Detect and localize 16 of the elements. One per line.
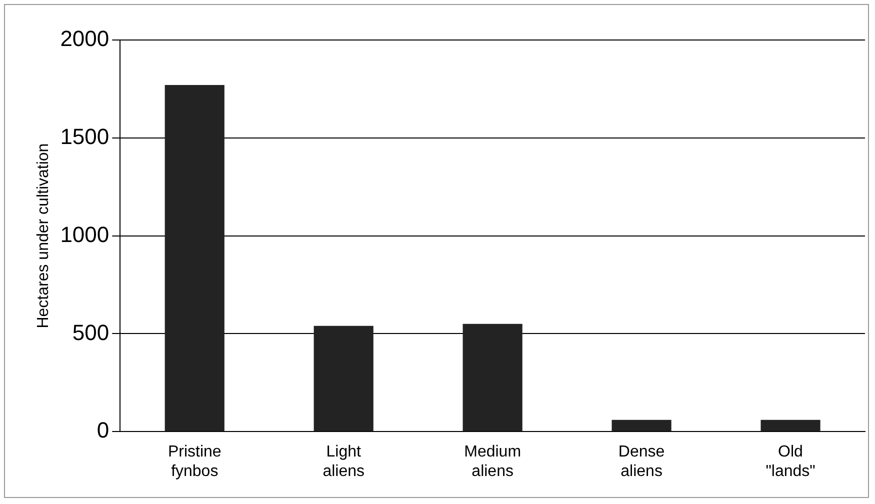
bar [314,326,374,432]
x-tick-label: Medium aliens [464,444,522,480]
y-tick-label: 1000 [60,222,110,247]
y-axis-title: Hectares under cultivation [35,143,52,328]
x-tick-label: Pristine fynbos [168,444,222,480]
bar [612,420,672,432]
y-tick-label: 2000 [60,26,110,52]
y-tick-label: 0 [96,418,110,443]
bar [164,85,224,432]
x-tick-label: Dense aliens [618,444,665,480]
y-tick-label: 1500 [60,124,110,149]
y-tick-label: 500 [72,320,110,345]
bar [462,324,522,432]
x-tick-label: Old "lands" [766,444,816,480]
bar [760,420,820,432]
x-tick-label: Light aliens [322,444,365,480]
